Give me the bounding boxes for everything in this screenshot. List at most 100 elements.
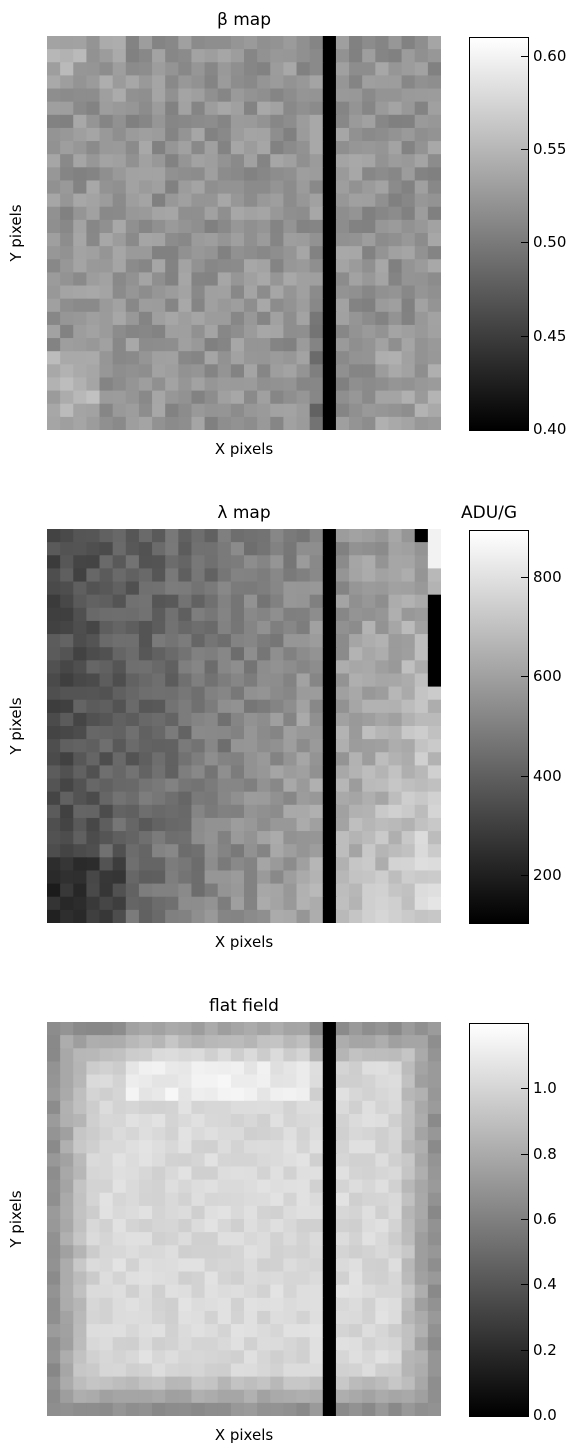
heatmap-cell	[152, 555, 166, 569]
heatmap-cell	[322, 219, 337, 234]
heatmap-cell	[217, 1324, 232, 1338]
heatmap-cell	[152, 752, 166, 766]
heatmap-cell	[178, 75, 193, 90]
heatmap-cell	[112, 594, 127, 609]
heatmap-cell	[388, 259, 403, 273]
heatmap-cell	[73, 272, 87, 287]
heatmap-cell	[296, 817, 311, 832]
heatmap-cell	[335, 403, 350, 418]
heatmap-cell	[86, 857, 101, 872]
heatmap-cell	[60, 324, 74, 339]
heatmap-cell	[125, 1284, 140, 1299]
heatmap-cell	[257, 647, 271, 661]
heatmap-cell	[270, 844, 284, 858]
heatmap-cell	[244, 114, 258, 129]
heatmap-cell	[99, 324, 114, 339]
heatmap-cell	[125, 101, 140, 116]
heatmap-cell	[401, 377, 416, 392]
heatmap-cell	[244, 1127, 258, 1141]
heatmap-cell	[217, 791, 232, 806]
heatmap-cell	[152, 647, 166, 661]
heatmap-cell	[401, 219, 416, 234]
heatmap-cell	[191, 285, 206, 300]
heatmap-cell	[178, 1153, 193, 1168]
heatmap-cell	[73, 791, 87, 806]
heatmap-cell	[191, 607, 206, 622]
heatmap-cell	[204, 1179, 219, 1194]
heatmap-cell	[362, 1258, 376, 1273]
heatmap-cell	[257, 1087, 271, 1102]
heatmap-cell	[152, 1350, 166, 1365]
heatmap-cell	[244, 1166, 258, 1181]
heatmap-cell	[99, 844, 114, 858]
heatmap-cell	[309, 351, 324, 365]
heatmap-cell	[165, 1140, 179, 1154]
heatmap-cell	[112, 1245, 127, 1259]
heatmap-cell	[138, 1022, 153, 1036]
heatmap-cell	[427, 791, 441, 806]
heatmap-cell	[244, 699, 258, 714]
heatmap-cell	[191, 699, 206, 714]
heatmap-cell	[86, 403, 101, 418]
heatmap-cell	[349, 1179, 363, 1194]
heatmap-cell	[125, 555, 140, 569]
heatmap-cell	[230, 141, 245, 155]
heatmap-cell	[349, 259, 363, 273]
heatmap-cell	[112, 246, 127, 260]
heatmap-cell	[257, 1310, 271, 1325]
heatmap-cell	[388, 1205, 403, 1220]
heatmap-cell	[401, 660, 416, 675]
heatmap-cell	[375, 712, 390, 727]
heatmap-cell	[335, 141, 350, 155]
heatmap-cell	[99, 403, 114, 418]
heatmap-cell	[60, 726, 74, 740]
heatmap-cell	[191, 1061, 206, 1076]
heatmap-cell	[152, 338, 166, 352]
heatmap-cell	[309, 75, 324, 90]
heatmap-cell	[388, 555, 403, 569]
heatmap-cell	[375, 75, 390, 90]
colorbar-tick-mark	[521, 875, 528, 876]
heatmap-cell	[230, 88, 245, 103]
heatmap-cell	[375, 324, 390, 339]
heatmap-cell	[296, 1258, 311, 1273]
heatmap-cell	[60, 568, 74, 583]
heatmap-cell	[230, 1113, 245, 1128]
heatmap-cell	[283, 1337, 298, 1351]
heatmap-cell	[296, 88, 311, 103]
heatmap-cell	[99, 141, 114, 155]
heatmap-cell	[335, 1297, 350, 1312]
heatmap-cell	[349, 1153, 363, 1168]
heatmap-cell	[165, 324, 179, 339]
heatmap-cell	[204, 1297, 219, 1312]
heatmap-cell	[362, 1245, 376, 1259]
heatmap-cell	[152, 542, 166, 556]
heatmap-cell	[349, 1205, 363, 1220]
heatmap-cell	[309, 324, 324, 339]
heatmap-cell	[322, 324, 337, 339]
heatmap-cell	[375, 351, 390, 365]
heatmap-cell	[401, 127, 416, 142]
heatmap-cell	[335, 1219, 350, 1233]
heatmap-cell	[401, 1179, 416, 1194]
heatmap-cell	[375, 542, 390, 556]
heatmap-cell	[204, 1232, 219, 1246]
heatmap-cell	[86, 1113, 101, 1128]
heatmap-cell	[125, 1337, 140, 1351]
heatmap-cell	[335, 791, 350, 806]
heatmap-cell	[375, 206, 390, 221]
heatmap-cell	[99, 1310, 114, 1325]
heatmap-cell	[73, 739, 87, 753]
heatmap-cell	[138, 817, 153, 832]
heatmap-cell	[86, 1219, 101, 1233]
heatmap-cell	[165, 285, 179, 300]
heatmap-cell	[152, 1402, 166, 1416]
heatmap-cell	[47, 804, 61, 819]
heatmap-cell	[217, 739, 232, 753]
heatmap-cell	[47, 568, 61, 583]
heatmap-cell	[401, 529, 416, 543]
heatmap-cell	[349, 298, 363, 313]
heatmap-cell	[73, 1179, 87, 1194]
heatmap-cell	[270, 311, 284, 326]
heatmap-cell	[178, 778, 193, 793]
